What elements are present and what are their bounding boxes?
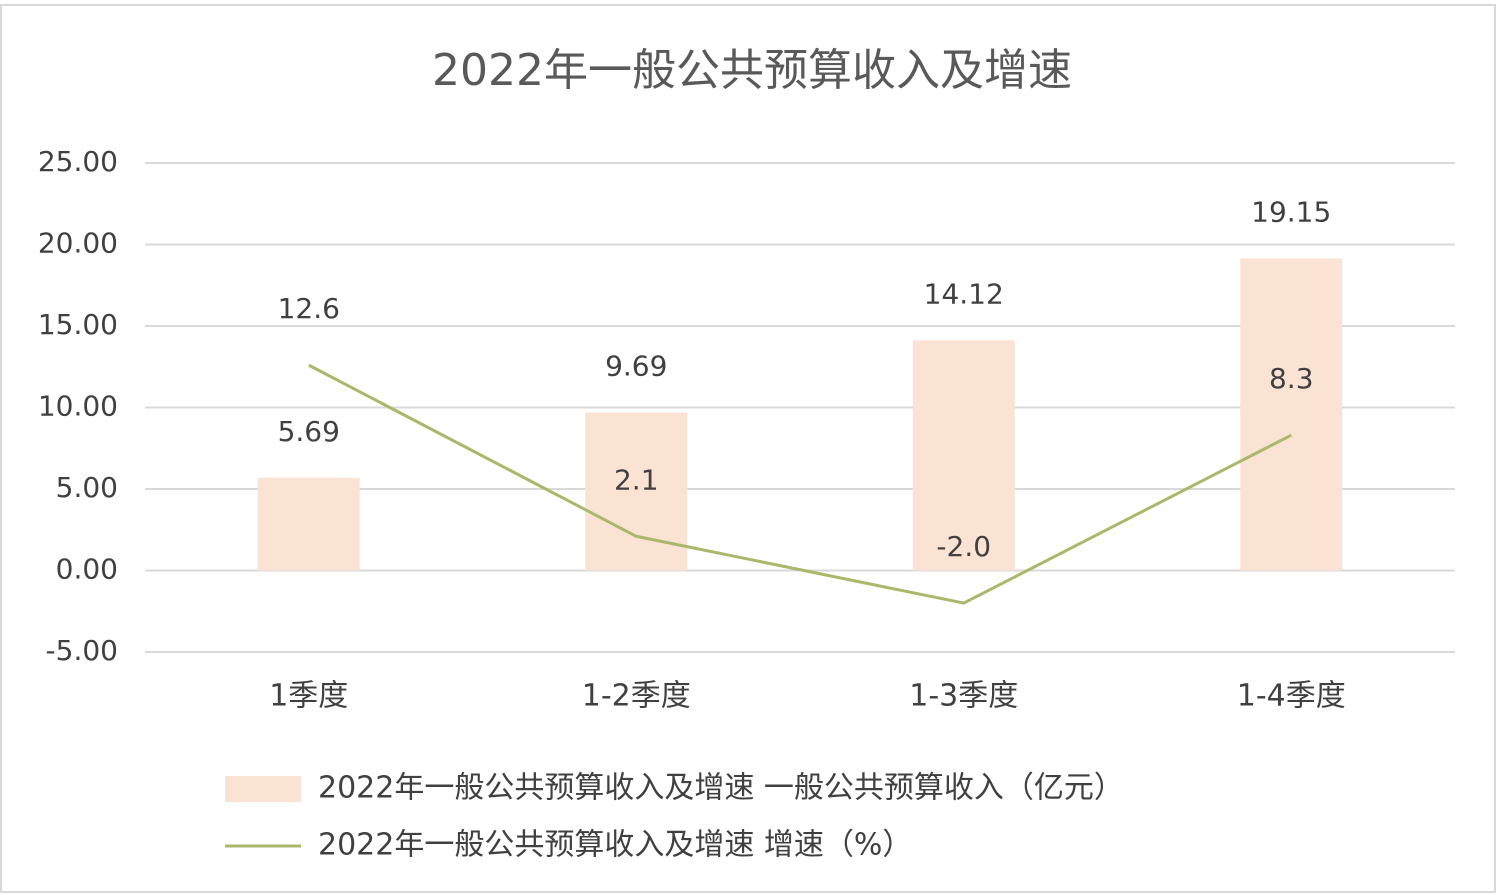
bar	[912, 340, 1015, 571]
x-tick-label: 1季度	[269, 679, 348, 714]
legend-label: 2022年一般公共预算收入及增速 一般公共预算收入（亿元）	[318, 771, 1124, 806]
bar	[1240, 258, 1343, 571]
legend-swatch	[225, 776, 301, 802]
chart-title: 2022年一般公共预算收入及增速	[432, 45, 1072, 96]
x-tick-label: 1-2季度	[582, 679, 691, 714]
data-label: 12.6	[278, 292, 340, 325]
y-tick-label: 0.00	[56, 553, 118, 586]
data-label: 9.69	[605, 350, 667, 383]
data-label: 8.3	[1269, 362, 1314, 395]
y-tick-label: 20.00	[38, 227, 118, 260]
y-tick-label: 25.00	[38, 145, 118, 178]
y-tick-label: -5.00	[46, 634, 118, 667]
line	[308, 363, 1292, 605]
bar	[257, 477, 360, 571]
y-tick-label: 10.00	[38, 390, 118, 423]
x-tick-label: 1-3季度	[909, 679, 1018, 714]
data-label: 2.1	[614, 463, 659, 496]
data-label: 19.15	[1251, 195, 1331, 228]
y-tick-label: 5.00	[56, 471, 118, 504]
x-tick-label: 1-4季度	[1237, 679, 1346, 714]
data-label: -2.0	[936, 530, 991, 563]
data-label: 14.12	[924, 277, 1004, 310]
y-tick-label: 15.00	[38, 308, 118, 341]
legend-label: 2022年一般公共预算收入及增速 增速（%）	[318, 828, 912, 863]
data-label: 5.69	[278, 415, 340, 448]
